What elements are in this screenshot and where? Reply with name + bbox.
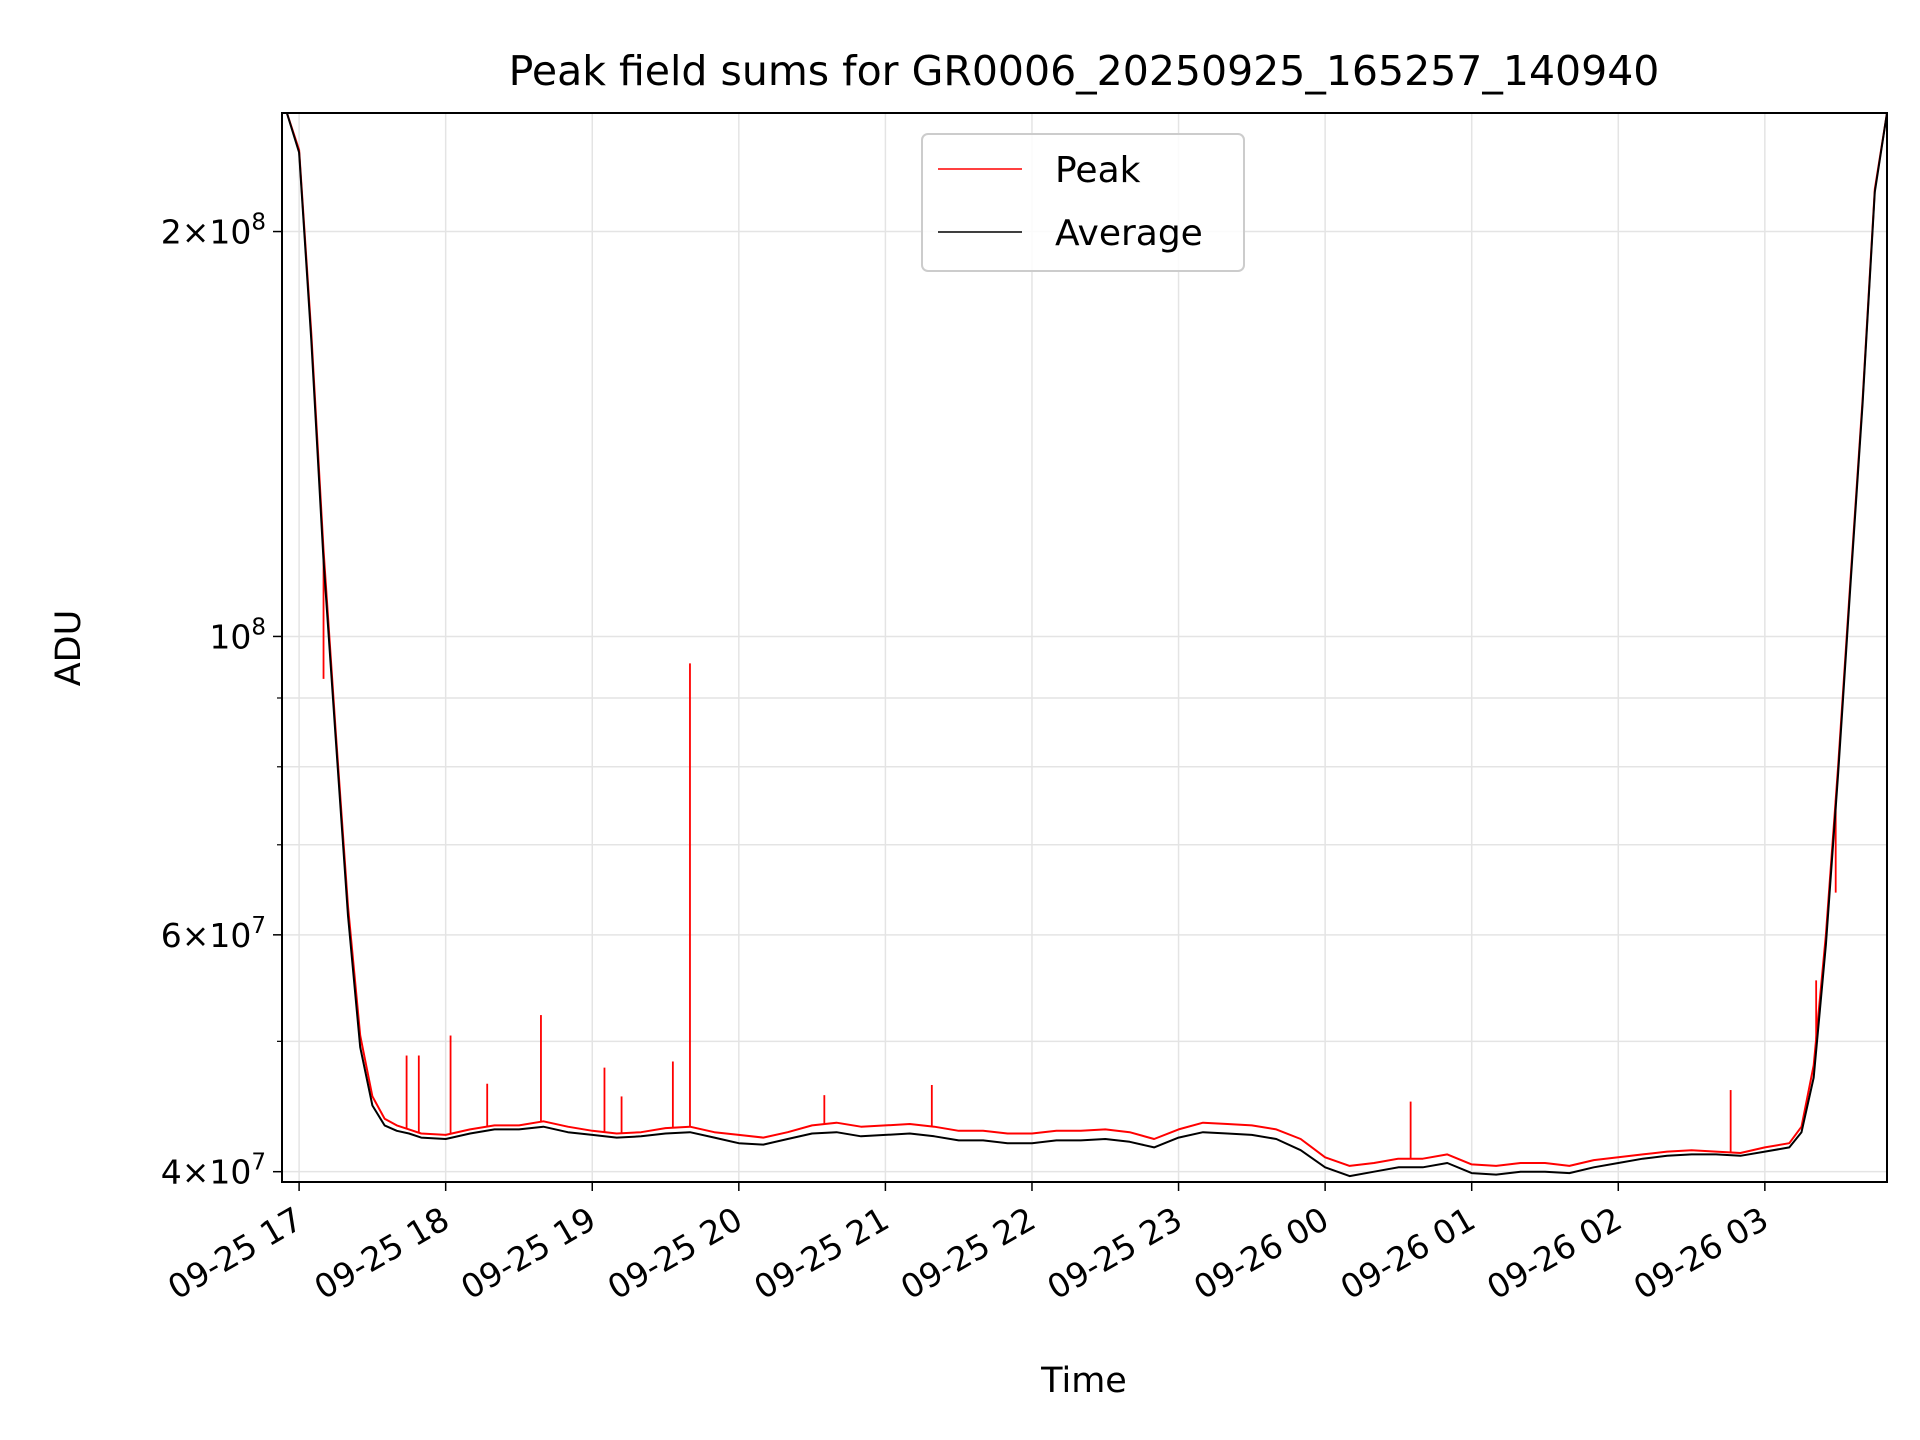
y-axis-ticks: 4×107 6×107 108 2×108 (161, 210, 282, 1192)
series-layer (285, 113, 1887, 1178)
y-tick-exponent: 7 (251, 913, 266, 939)
chart-title: Peak field sums for GR0006_20250925_1652… (509, 47, 1660, 95)
y-tick-mantissa: 4 (161, 1153, 182, 1192)
legend: Peak Average (921, 133, 1245, 272)
y-tick-exponent: 7 (251, 1150, 266, 1176)
y-tick-label: 2×108 (161, 210, 266, 252)
series-line-average (285, 113, 1887, 1178)
y-tick-exponent: 8 (251, 210, 266, 236)
series-group (285, 113, 1887, 1178)
y-axis-label: ADU (49, 610, 89, 687)
x-axis-label: Time (1040, 1361, 1127, 1401)
grid (282, 113, 1887, 1182)
legend-label-average: Average (1055, 213, 1203, 254)
y-tick-mantissa: 2 (161, 213, 182, 252)
y-tick-exponent: 8 (251, 614, 266, 640)
y-tick-label: 6×107 (161, 913, 266, 955)
series-line-peak (285, 113, 1887, 1167)
plot-frame (281, 112, 1888, 1183)
y-tick-label: 4×107 (161, 1150, 266, 1192)
legend-label-peak: Peak (1055, 150, 1141, 191)
y-tick-label: 108 (209, 614, 266, 656)
y-tick-mantissa: 6 (161, 916, 182, 955)
